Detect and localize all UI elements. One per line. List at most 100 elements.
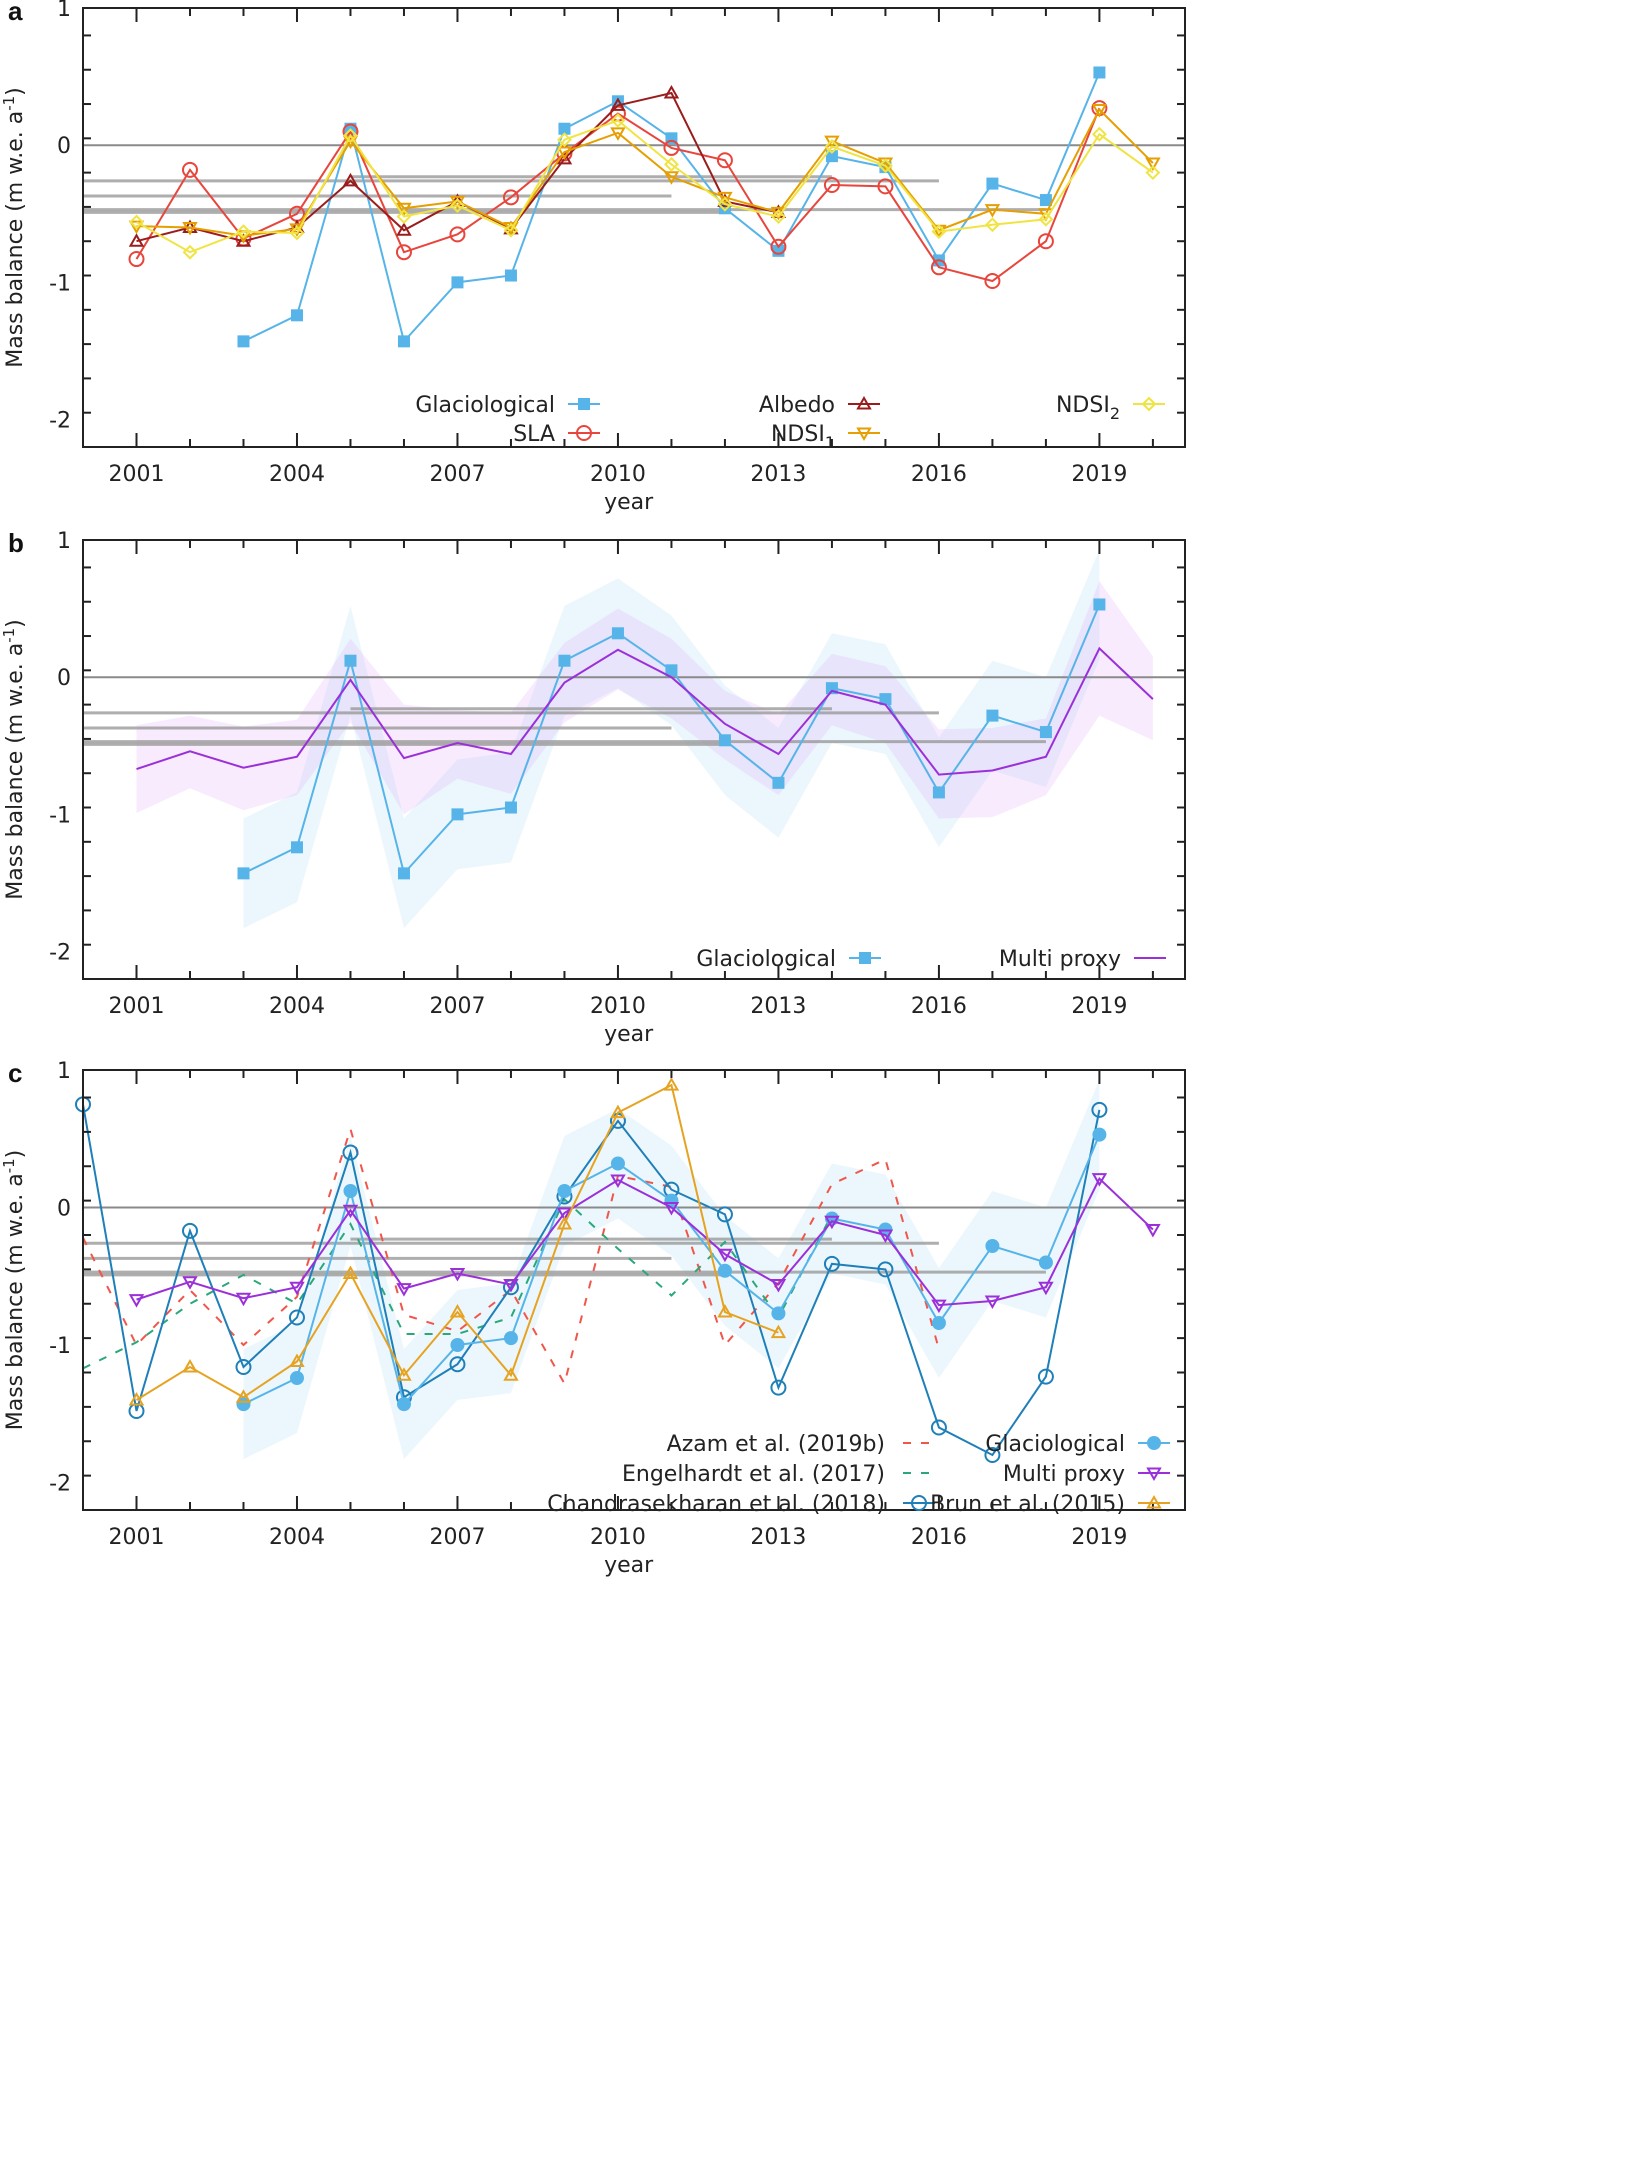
legend-item: NDSI1: [771, 422, 880, 452]
data-point: [663, 85, 680, 99]
legend-item: Albedo: [759, 393, 880, 418]
legend-item: SLA: [513, 422, 600, 447]
legend-label: NDSI2: [1056, 393, 1120, 423]
data-point: [342, 1204, 359, 1219]
data-point: [503, 222, 519, 238]
data-point: [289, 1353, 305, 1367]
y-tick-label: -2: [49, 941, 71, 966]
legend-item: Glaciological: [985, 1432, 1170, 1457]
legend-marker: [1146, 1467, 1162, 1482]
y-tick-label: 0: [57, 666, 71, 691]
data-point: [1093, 598, 1106, 611]
series-line: [243, 72, 1101, 344]
data-point: [182, 222, 198, 236]
legend: Azam et al. (2019b) Engelhardt et al. (20…: [547, 1432, 1170, 1517]
data-point: [1091, 104, 1108, 118]
y-tick-label: 0: [57, 1197, 71, 1222]
x-tick-label: 2007: [429, 462, 485, 487]
data-point: [1145, 165, 1161, 181]
data-point: [237, 867, 250, 880]
data-point: [877, 1229, 894, 1244]
x-tick-label: 2013: [750, 462, 806, 487]
data-point: [343, 1184, 358, 1198]
data-point: [986, 177, 999, 190]
x-axis-title: year: [604, 1022, 654, 1047]
data-point: [128, 251, 145, 268]
data-point: [770, 1279, 787, 1293]
x-tick-label: 2004: [269, 994, 325, 1019]
data-point: [449, 1268, 466, 1282]
data-point: [663, 1077, 680, 1091]
data-point: [128, 220, 145, 235]
x-tick-label: 2019: [1071, 1525, 1127, 1550]
x-axis-title: year: [604, 1553, 654, 1578]
data-point: [664, 156, 679, 172]
data-point: [342, 1265, 359, 1279]
panel-c: 2001 2004 2007 2010 2013 2016 2019 1 0 -1 -2 year Ma…: [0, 1058, 1186, 1578]
x-tick-label: 2001: [108, 1525, 164, 1550]
legend-item: Brun et al. (2015): [930, 1492, 1170, 1517]
uncertainty-band: [243, 549, 1100, 929]
data-point: [770, 1379, 787, 1396]
data-point: [290, 841, 303, 854]
data-point: [825, 150, 838, 163]
data-point: [932, 786, 945, 799]
data-point: [610, 1156, 625, 1171]
x-tick-label: 2019: [1071, 994, 1127, 1019]
series-line: [136, 119, 1154, 254]
data-point: [930, 259, 947, 276]
data-point: [877, 1261, 894, 1278]
x-tick-label: 2010: [590, 994, 646, 1019]
x-tick-label: 2016: [911, 1525, 967, 1550]
data-point: [717, 1248, 733, 1263]
y-tick-label: 0: [57, 134, 71, 159]
data-point: [984, 273, 1001, 290]
data-point: [450, 1338, 465, 1352]
legend-item: Glaciological: [696, 947, 881, 972]
data-point: [556, 1215, 573, 1230]
data-point: [931, 1316, 946, 1330]
panel-label: a: [8, 0, 23, 26]
data-point: [181, 161, 198, 178]
data-point: [558, 122, 571, 135]
series-line: [82, 1104, 1101, 1457]
data-point: [449, 1356, 466, 1373]
data-point: [235, 1389, 252, 1403]
data-point: [396, 222, 412, 236]
data-point: [396, 1397, 411, 1412]
data-point: [931, 224, 947, 240]
legend-label: Azam et al. (2019b): [667, 1432, 885, 1457]
data-point: [557, 132, 572, 148]
data-point: [718, 734, 731, 747]
data-point: [449, 226, 466, 243]
legend-marker: [1146, 1494, 1162, 1509]
data-point: [503, 1331, 518, 1346]
data-point: [235, 233, 252, 247]
data-point: [503, 1279, 519, 1293]
data-point: [1092, 1127, 1107, 1142]
data-point: [824, 1215, 840, 1230]
x-tick-label: 2004: [269, 1525, 325, 1550]
data-point: [663, 139, 680, 156]
data-point: [1037, 233, 1054, 250]
legend-label: Engelhardt et al. (2017): [622, 1462, 885, 1487]
data-point: [342, 1144, 359, 1161]
data-point: [181, 1222, 198, 1239]
legend-item: Multi proxy: [999, 947, 1166, 972]
data-point: [504, 269, 517, 282]
x-tick-label: 2007: [429, 1525, 485, 1550]
y-tick-label: 1: [57, 1059, 71, 1084]
x-tick-label: 2010: [590, 462, 646, 487]
data-point: [771, 209, 786, 224]
data-point: [824, 139, 840, 154]
series-line: [136, 1176, 1154, 1307]
data-point: [556, 1207, 573, 1222]
data-point: [985, 217, 1000, 233]
data-point: [717, 1303, 733, 1318]
data-point: [878, 158, 893, 174]
legend-item: Engelhardt et al. (2017): [622, 1462, 935, 1487]
data-point: [1091, 1173, 1108, 1187]
legend-label: Multi proxy: [999, 947, 1121, 972]
data-point: [1145, 157, 1161, 172]
data-point: [716, 152, 733, 169]
